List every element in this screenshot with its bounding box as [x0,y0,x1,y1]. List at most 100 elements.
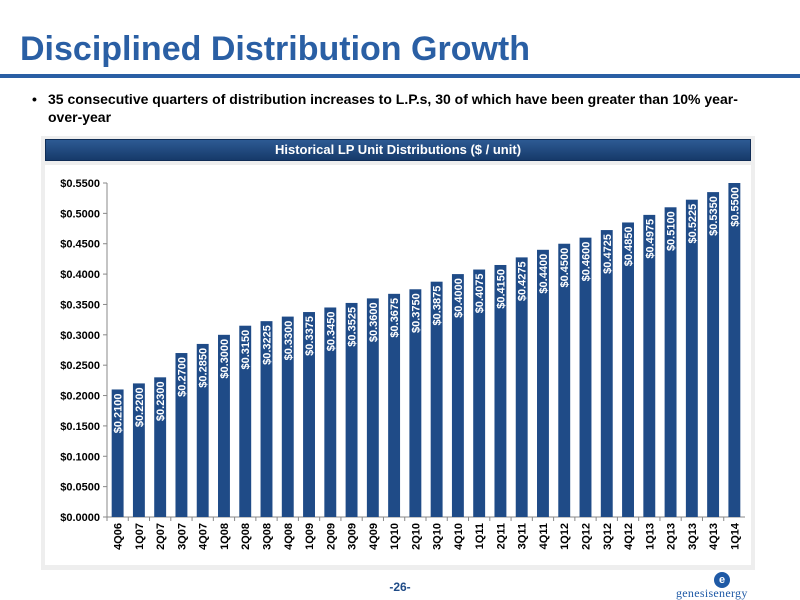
data-label: $0.3150 [240,330,252,370]
bar [409,289,422,517]
data-label: $0.2300 [155,381,167,421]
y-tick-label: $0.0500 [60,482,100,494]
bar [111,389,124,517]
bar [175,353,188,517]
y-tick-label: $0.4000 [60,269,100,281]
bar [281,316,294,517]
data-label: $0.3450 [325,311,337,351]
y-tick-label: $0.1500 [60,421,100,433]
x-tick-label: 2Q07 [155,523,167,550]
data-label: $0.3600 [368,302,380,342]
bar [622,222,634,518]
slide-title: Disciplined Distribution Growth [20,30,530,68]
bullet-text: 35 consecutive quarters of distribution … [48,91,738,125]
y-tick-label: $0.5500 [60,178,100,190]
x-tick-label: 1Q10 [389,523,401,550]
x-tick-label: 4Q09 [368,523,380,550]
y-tick-label: $0.4500 [60,239,100,251]
data-label: $0.5225 [687,204,699,244]
data-label: $0.4400 [538,254,550,294]
logo-mark-icon: e [714,572,730,588]
data-label: $0.4000 [453,278,465,318]
chart-title: Historical LP Unit Distributions ($ / un… [45,139,751,161]
x-tick-label: 1Q12 [559,523,571,550]
x-tick-label: 2Q12 [581,523,593,550]
y-tick-label: $0.3500 [60,299,100,311]
x-tick-label: 4Q10 [453,523,465,550]
bar [345,302,358,517]
bar [218,334,230,517]
x-tick-label: 2Q10 [410,523,422,550]
data-label: $0.2700 [176,357,188,397]
x-tick-label: 4Q12 [623,523,635,550]
x-tick-label: 3Q13 [687,523,699,550]
bar [494,264,507,517]
x-tick-label: 2Q08 [240,523,252,550]
y-tick-label: $0.2000 [60,391,100,403]
page-number: -26- [389,580,411,594]
x-tick-label: 1Q11 [474,523,486,549]
bar-chart: $0.0000 $0.0500 $0.1000 $0.1500 $0.2000 $0.25… [60,178,745,550]
logo-text: genesisenergy [676,586,748,600]
y-tick-label: $0.3000 [60,330,100,342]
x-tick-label: 1Q14 [729,522,741,550]
bar [515,257,528,517]
x-tick-label: 4Q07 [198,523,210,550]
x-tick-label: 1Q07 [134,523,146,550]
bar [728,183,741,517]
bar [430,281,443,517]
data-label: $0.3675 [389,298,401,338]
x-tick-label: 2Q09 [325,523,337,550]
data-label: $0.4850 [623,226,635,266]
bar [537,249,549,518]
data-label: $0.2850 [198,348,210,388]
data-label: $0.5500 [729,187,741,227]
data-label: $0.3000 [219,339,231,379]
bar [303,312,315,517]
bar [664,207,677,518]
x-tick-label: 3Q11 [517,523,529,549]
bar [558,243,571,517]
bar [260,321,273,517]
bar [196,343,209,517]
data-label: $0.4275 [517,261,529,301]
data-label: $0.3875 [432,286,444,326]
bar [132,383,145,517]
bar [239,325,252,517]
x-tick-label: 4Q13 [708,523,720,550]
x-tick-label: 4Q08 [283,523,295,550]
data-label: $0.4075 [474,274,486,314]
bar [366,298,379,517]
x-tick-label: 3Q08 [262,523,274,550]
bullet-dot-icon: • [32,91,37,107]
x-tick-label: 3Q07 [176,523,188,550]
data-label: $0.5350 [708,196,720,236]
x-tick-label: 4Q11 [538,523,550,549]
x-tick-label: 3Q12 [602,523,614,550]
data-label: $0.3375 [304,316,316,356]
y-tick-label: $0.1000 [60,451,100,463]
x-tick-label: 1Q13 [644,523,656,550]
data-label: $0.5100 [666,211,678,251]
data-label: $0.4600 [581,242,593,282]
data-label: $0.4500 [559,248,571,288]
bar [473,269,486,517]
bar [685,199,698,517]
data-label: $0.2200 [134,387,146,427]
y-tick-label: $0.0000 [60,512,100,524]
data-label: $0.3300 [283,321,295,361]
x-tick-label: 1Q09 [304,523,316,550]
x-tick-label: 2Q13 [666,523,678,550]
bar [600,230,613,517]
bar [707,192,720,518]
x-tick-label: 3Q10 [432,523,444,550]
x-tick-label: 3Q09 [347,523,359,550]
genesis-energy-logo: e genesisenergy [668,572,796,600]
bar [154,377,167,517]
data-label: $0.4725 [602,234,614,274]
y-tick-label: $0.5000 [60,208,100,220]
data-label: $0.4150 [495,269,507,309]
x-tick-label: 1Q08 [219,523,231,550]
x-tick-label: 2Q11 [495,523,507,549]
data-label: $0.3225 [262,325,274,365]
